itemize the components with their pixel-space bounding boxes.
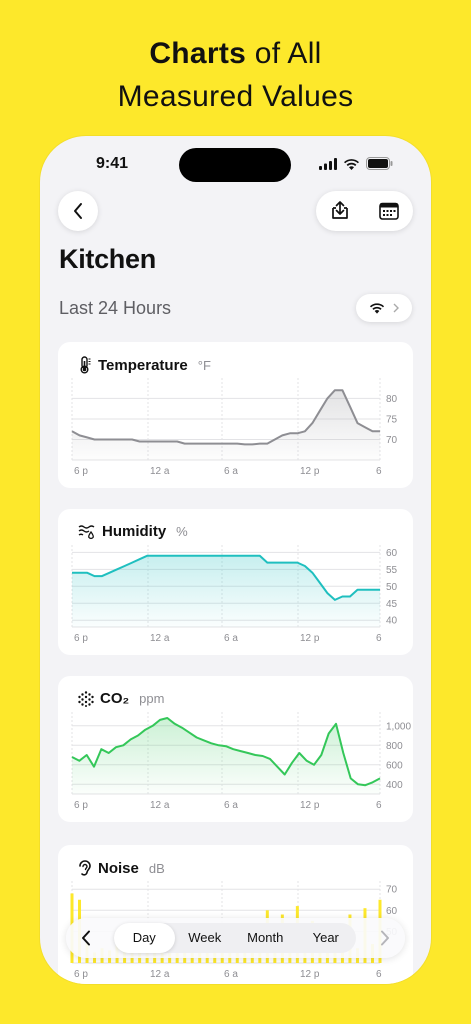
wifi-status-icon [344,158,359,170]
noise-unit: dB [148,860,165,876]
x-tick-label: 12 a [150,969,170,980]
range-label: Last 24 Hours [59,298,172,318]
y-tick-label: 40 [386,616,398,627]
temperature-card[interactable]: 80 75 70 6 p 12 a 6 a 12 p 6 Temperature °F [58,342,413,488]
headline-rest: of All [246,37,322,70]
y-tick-label: 70 [386,885,398,896]
dynamic-island [179,148,291,182]
previous-period-button[interactable] [74,926,98,950]
humidity-icon [78,524,95,539]
y-tick-label: 70 [386,435,398,446]
x-tick-label: 6 [376,633,382,644]
x-tick-label: 12 a [150,466,170,477]
temperature-chart: 80 75 70 6 p 12 a 6 a 12 p 6 [71,378,398,477]
noise-header: Noise dB [78,859,165,877]
x-tick-label: 6 a [224,633,238,644]
temperature-unit: °F [197,357,211,373]
x-tick-label: 12 p [300,969,320,980]
y-tick-label: 50 [386,582,398,593]
share-icon [332,201,349,219]
noise-card[interactable]: 7060506 p12 a6 a12 p6 Noise dB [58,845,413,984]
tab-month[interactable]: Month [247,930,284,945]
humidity-title: Humidity [102,523,167,540]
thermometer-icon [80,356,91,374]
y-tick-label: 45 [386,599,398,610]
noise-title: Noise [98,859,139,877]
x-tick-label: 6 a [224,466,238,477]
x-tick-label: 6 p [74,969,88,980]
tab-week[interactable]: Week [188,930,222,945]
temperature-title: Temperature [98,356,188,374]
connection-status-button[interactable] [356,294,412,322]
series-area [72,390,380,460]
back-button[interactable] [58,191,98,231]
y-tick-label: 400 [386,780,403,791]
series-line [71,717,381,787]
tab-year[interactable]: Year [312,930,339,945]
temperature-header: Temperature °F [78,356,211,374]
series-line [72,554,380,601]
chevron-left-icon [74,203,82,219]
series-area [72,555,380,627]
x-tick-label: 6 [376,800,382,811]
page-title: Kitchen [59,244,156,274]
x-tick-label: 12 p [300,633,320,644]
y-tick-label: 800 [386,741,403,752]
chevron-left-icon [82,930,90,946]
co2-chart: 1,000 800 600 400 6 p 12 a 6 a 12 p 6 [71,712,411,811]
calendar-button[interactable] [365,191,414,231]
x-tick-label: 12 a [150,800,170,811]
humidity-unit: % [176,524,188,539]
next-period-button[interactable] [373,926,397,950]
calendar-icon [378,202,399,220]
y-tick-label: 600 [386,760,403,771]
header-actions [316,191,413,231]
headline-bold: Charts [149,37,247,70]
wifi-icon [369,303,385,314]
co2-title: CO₂ [100,690,130,707]
co2-card[interactable]: 1,000 800 600 400 6 p 12 a 6 a 12 p 6 CO₂ ppm [58,676,413,822]
promo-headline: Charts of All Measured Values [0,32,471,118]
co2-header: CO₂ ppm [78,690,164,707]
x-tick-label: 6 [376,969,382,980]
x-tick-label: 6 p [74,466,88,477]
tab-day[interactable]: Day [114,923,175,953]
signal-icon [319,157,337,170]
chevron-right-icon [393,303,399,313]
series-line [71,389,380,446]
x-tick-label: 12 p [300,466,320,477]
co2-unit: ppm [139,691,165,706]
series-area [72,718,380,794]
headline-line2: Measured Values [117,80,354,113]
x-tick-label: 6 [376,466,382,477]
y-tick-label: 75 [386,414,398,425]
chevron-right-icon [381,930,389,946]
humidity-card[interactable]: 60 55 50 45 40 6 p 12 a 6 a 12 p 6 Humidity % [58,509,413,655]
share-button[interactable] [316,191,365,231]
period-selector-bar: Day Week Month Year [66,918,405,958]
x-tick-label: 6 a [224,969,238,980]
status-icons [319,157,393,170]
humidity-chart: 60 55 50 45 40 6 p 12 a 6 a 12 p 6 [71,545,398,644]
battery-icon [366,157,393,170]
humidity-header: Humidity % [78,523,188,540]
x-tick-label: 6 p [74,800,88,811]
y-tick-label: 60 [386,548,398,559]
x-tick-label: 6 p [74,633,88,644]
co2-icon [78,690,94,707]
phone-screen: 9:41 [40,136,431,984]
ear-icon [79,860,91,876]
x-tick-label: 12 a [150,633,170,644]
y-tick-label: 55 [386,565,398,576]
x-tick-label: 12 p [300,800,320,811]
x-tick-label: 6 a [224,800,238,811]
y-tick-label: 60 [386,906,398,917]
status-time: 9:41 [96,155,129,172]
y-tick-label: 1,000 [386,721,411,732]
y-tick-label: 80 [386,394,398,405]
period-segmented-control: Day Week Month Year [114,923,356,953]
